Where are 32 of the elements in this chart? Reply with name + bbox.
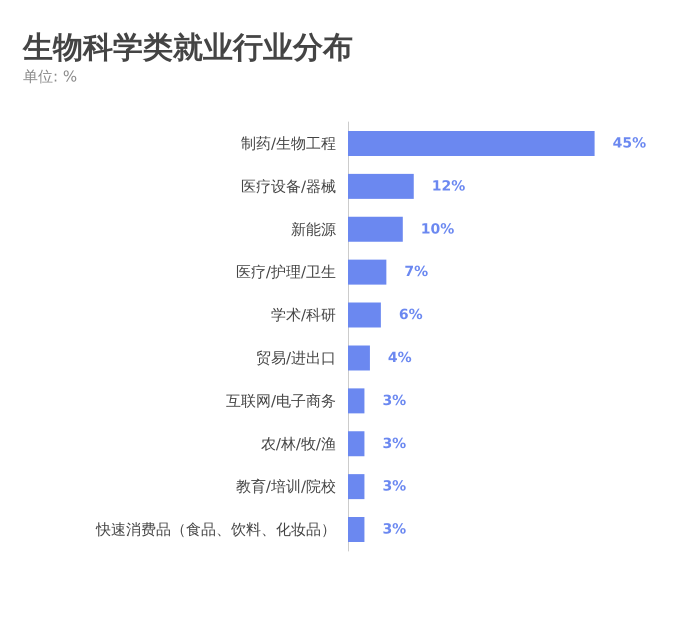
y-tick-label: 快速消费品（食品、饮料、化妆品） (95, 520, 336, 539)
bar (348, 474, 364, 500)
bar (348, 174, 414, 199)
bar (348, 388, 364, 414)
data-label: 12% (432, 178, 466, 194)
data-label: 3% (382, 436, 406, 452)
bar (348, 130, 595, 156)
y-tick-label: 新能源 (291, 220, 336, 238)
y-tick-label: 互联网/电子商务 (226, 392, 336, 410)
data-label: 10% (420, 221, 454, 238)
y-tick-label: 医疗/护理/卫生 (236, 263, 336, 282)
y-tick-label: 贸易/进出口 (256, 348, 336, 367)
y-tick-label: 学术/科研 (270, 306, 336, 324)
text: 单位: % (23, 68, 78, 86)
y-tick-label: 农/林/牧/渔 (260, 434, 336, 453)
chart-title: 生物科学类就业行业分布 (22, 30, 353, 66)
bar (348, 302, 381, 328)
bar (348, 260, 386, 285)
y-tick-label: 医疗设备/器械 (240, 177, 336, 196)
data-label: 3% (382, 478, 406, 495)
bar (348, 431, 364, 456)
y-tick-label: 教育/培训/院校 (236, 478, 336, 496)
y-tick-label: 制药/生物工程 (240, 134, 336, 152)
data-label: 3% (382, 522, 406, 538)
data-label: 4% (388, 350, 412, 366)
data-label: 3% (382, 392, 406, 409)
data-label: 7% (404, 264, 428, 280)
data-label: 6% (398, 307, 423, 324)
bar (348, 345, 370, 370)
bar (348, 216, 403, 242)
data-label: 45% (612, 135, 646, 152)
bar (348, 517, 364, 542)
